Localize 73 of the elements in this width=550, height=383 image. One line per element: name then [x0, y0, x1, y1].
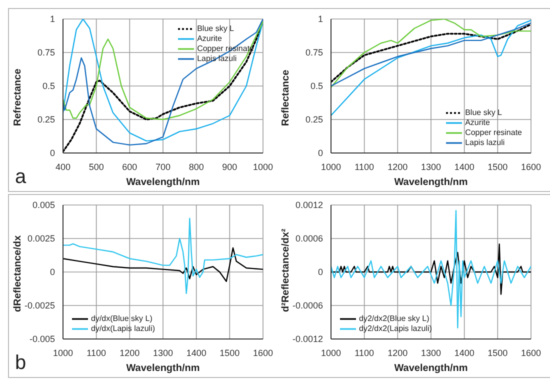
y-tick-label: 0 [318, 267, 323, 278]
x-tick-label: 600 [122, 162, 138, 172]
legend-label: dy/dx(Blue sky L) [91, 314, 152, 324]
legend-label: Lapis lazuli [197, 54, 237, 64]
legend-label: dy/dx(Lapis lazuli) [91, 324, 156, 334]
x-tick-label: 1300 [420, 162, 442, 172]
y-axis-title: dReflectance/dx [12, 234, 24, 312]
x-tick-label: 1200 [388, 162, 408, 172]
legend-label: dy2/dx2(Lapis lazuli) [359, 324, 432, 334]
x-tick-label: 1300 [420, 348, 442, 358]
y-tick-label: 0.0012 [295, 200, 323, 210]
y-axis-title: d²Reflectance/dx² [280, 228, 292, 312]
y-axis-title: Reflectance [280, 69, 292, 126]
x-tick-label: 1300 [152, 348, 174, 358]
y-tick-label: 0.25 [37, 114, 55, 125]
y-tick-label: 0.0006 [295, 234, 323, 244]
x-tick-label: 800 [188, 162, 204, 172]
legend-label: Azurite [197, 34, 222, 44]
x-axis-title: Wavelength/nm [126, 177, 200, 188]
x-tick-label: 1000 [320, 162, 342, 172]
legend-label: Copper resinate [465, 128, 522, 138]
x-tick-label: 1500 [488, 348, 508, 358]
x-tick-label: 1200 [388, 348, 408, 358]
x-tick-label: 1600 [252, 348, 274, 358]
x-tick-label: 1600 [520, 162, 542, 172]
x-tick-label: 1400 [186, 348, 206, 358]
y-tick-label: 1 [318, 14, 323, 24]
x-tick-label: 1000 [252, 162, 274, 172]
text: b [15, 352, 26, 375]
y-tick-label: 0.005 [32, 200, 55, 210]
x-tick-label: 1100 [354, 348, 374, 358]
x-axis-title: Wavelength/nm [394, 363, 468, 374]
x-tick-label: 1600 [520, 348, 542, 358]
x-tick-label: 1100 [86, 348, 106, 358]
legend-label: Azurite [465, 118, 490, 128]
y-tick-label: 0.75 [305, 48, 323, 58]
x-tick-label: 1400 [454, 162, 474, 172]
line-series [63, 247, 263, 282]
y-tick-label: 0.5 [42, 81, 55, 92]
legend-label: Lapis lazuli [465, 138, 505, 148]
x-tick-label: 900 [222, 162, 238, 172]
x-tick-label: 1000 [52, 348, 74, 358]
y-tick-label: 0 [50, 267, 55, 278]
line-series [331, 243, 531, 295]
x-tick-label: 700 [155, 162, 171, 172]
legend-label: Blue sky L [197, 24, 234, 34]
y-tick-label: 1 [50, 14, 55, 24]
x-tick-label: 1000 [320, 348, 342, 358]
y-tick-label: -0.0012 [292, 334, 323, 344]
legend-label: Blue sky L [465, 108, 502, 118]
x-tick-label: 500 [88, 162, 104, 172]
y-tick-label: 0.25 [305, 114, 323, 125]
legend-label: dy2/dx2(Blue sky L) [359, 314, 430, 324]
y-tick-label: 0.5 [310, 81, 323, 92]
y-tick-label: 0 [50, 148, 55, 158]
x-tick-label: 1200 [120, 348, 140, 358]
text: a [15, 166, 26, 189]
x-axis-title: Wavelength/nm [126, 363, 200, 374]
y-axis-title: Refrectance [12, 68, 24, 126]
x-tick-label: 1400 [454, 348, 474, 358]
y-tick-label: 0.75 [37, 48, 55, 58]
y-tick-label: 0 [318, 148, 323, 158]
x-tick-label: 1100 [354, 162, 374, 172]
x-tick-label: 1500 [220, 348, 240, 358]
line-series [63, 218, 263, 294]
y-tick-label: 0.0025 [27, 234, 55, 244]
y-tick-label: -0.0006 [292, 300, 323, 311]
y-tick-label: -0.005 [29, 334, 55, 344]
x-axis-title: Wavelength/nm [394, 177, 468, 188]
x-tick-label: 400 [55, 162, 71, 172]
line-series [63, 21, 263, 120]
x-tick-label: 1500 [488, 162, 508, 172]
y-tick-label: -0.0025 [24, 300, 55, 311]
